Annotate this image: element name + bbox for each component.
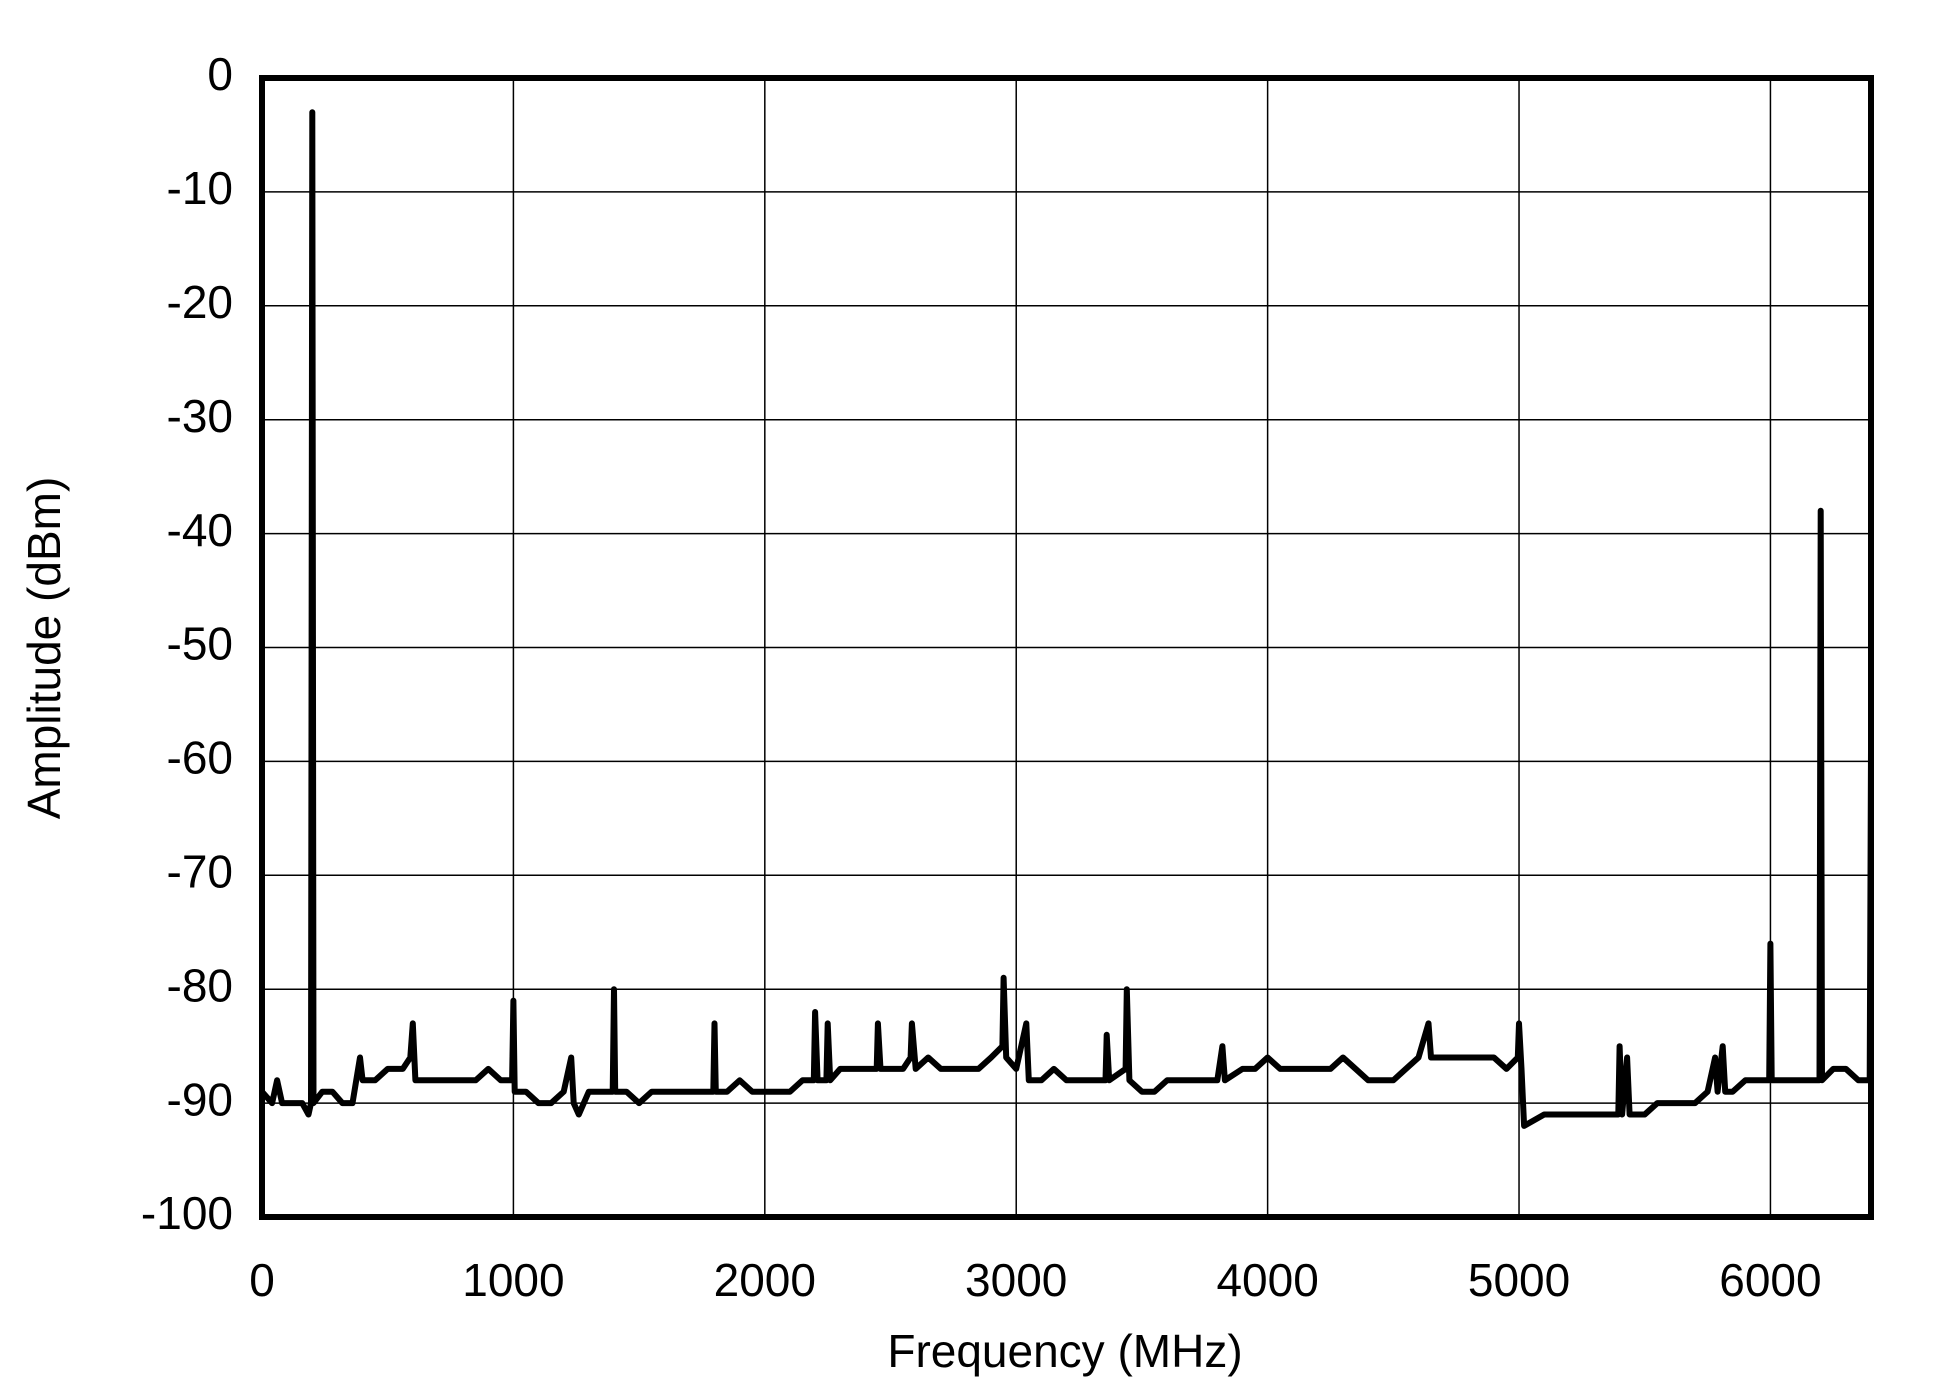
y-tick-label: -100 xyxy=(141,1187,233,1239)
y-tick-label: -70 xyxy=(167,845,233,897)
y-tick-label: -60 xyxy=(167,732,233,784)
y-tick-label: -30 xyxy=(167,390,233,442)
x-tick-label: 4000 xyxy=(1216,1254,1318,1306)
y-axis-label: Amplitude (dBm) xyxy=(18,477,70,820)
x-tick-label: 3000 xyxy=(965,1254,1067,1306)
x-axis-label: Frequency (MHz) xyxy=(887,1325,1242,1377)
x-tick-label: 6000 xyxy=(1719,1254,1821,1306)
x-tick-label: 0 xyxy=(249,1254,275,1306)
y-tick-label: -90 xyxy=(167,1073,233,1125)
y-tick-label: -80 xyxy=(167,959,233,1011)
spectrum-line xyxy=(259,109,1874,1129)
y-tick-label: -10 xyxy=(167,162,233,214)
y-tick-label: 0 xyxy=(207,48,233,100)
y-tick-label: -40 xyxy=(167,504,233,556)
x-tick-label: 5000 xyxy=(1468,1254,1570,1306)
y-tick-label: -50 xyxy=(167,618,233,670)
y-tick-label: -20 xyxy=(167,276,233,328)
x-tick-label: 1000 xyxy=(462,1254,564,1306)
x-tick-label: 2000 xyxy=(714,1254,816,1306)
plot-border xyxy=(259,75,1874,1220)
